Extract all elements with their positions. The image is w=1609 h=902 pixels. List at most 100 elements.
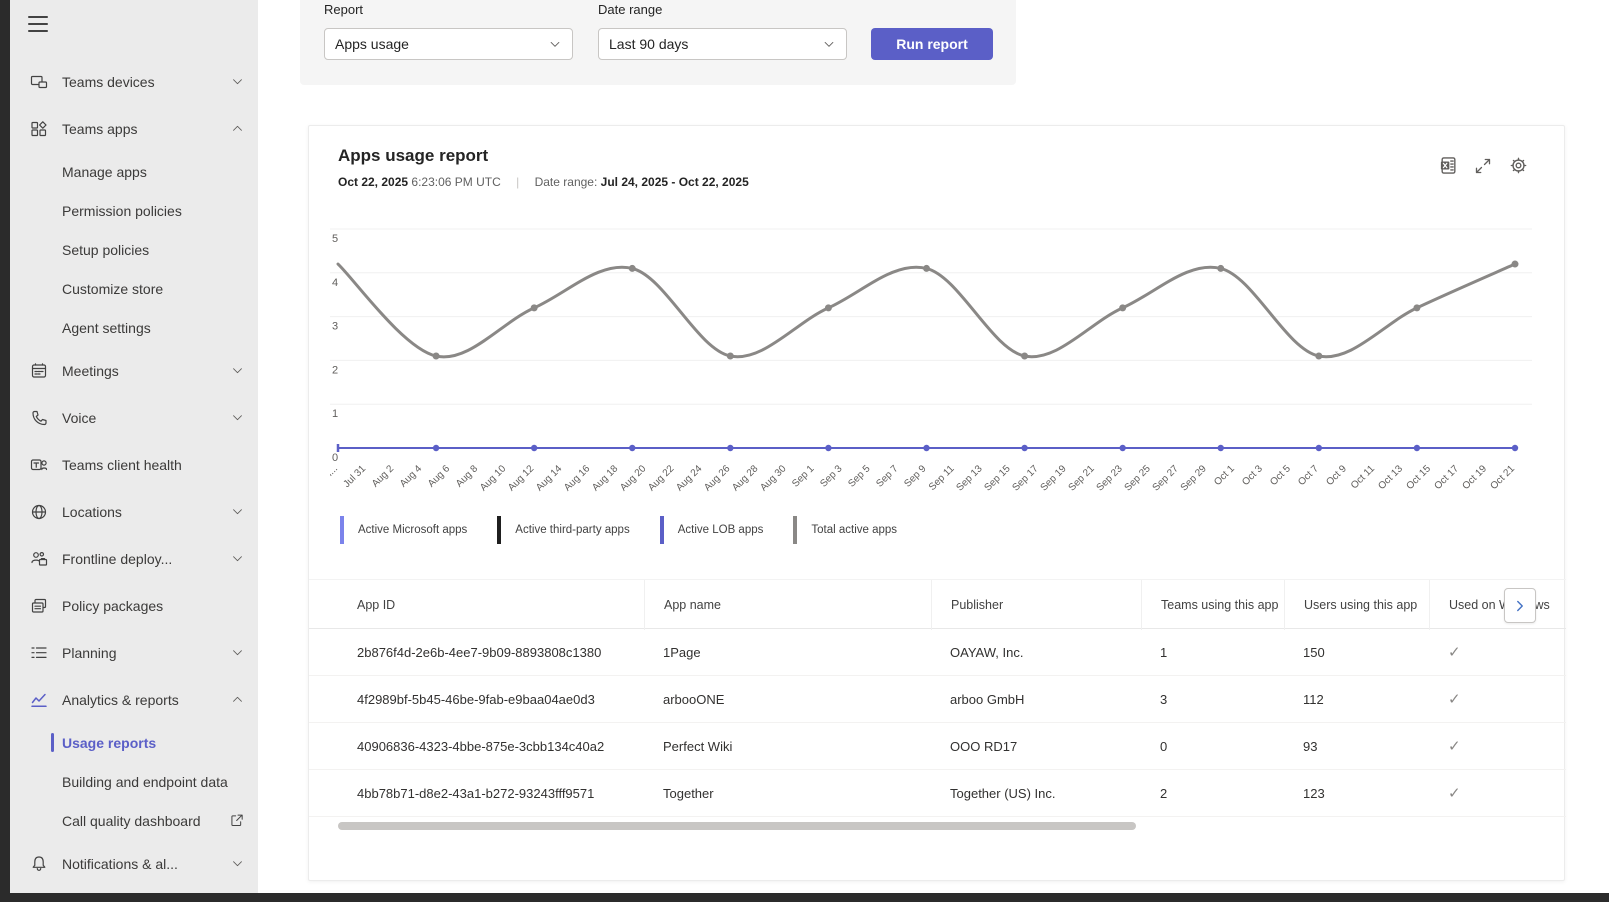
apps-usage-table: App ID App name Publisher Teams using th… [309,579,1566,817]
legend-item-active-lob-apps[interactable]: Active LOB apps [659,516,764,544]
sidebar-item-customize-store[interactable]: Customize store [10,269,258,308]
sidebar-nav-list: Teams devices Teams apps Manage apps Permis… [10,58,258,887]
chevron-down-icon [231,857,244,870]
legend-item-active-microsoft-apps[interactable]: Active Microsoft apps [340,516,467,544]
svg-text:Sep 3: Sep 3 [818,463,845,490]
legend-label: Active LOB apps [677,524,764,536]
cell-app-id: 4f2989bf-5b45-46be-9fab-e9baa04ae0d3 [357,691,595,707]
svg-text:5: 5 [332,233,338,245]
cell-teams-using: 3 [1160,691,1168,707]
svg-text:Oct 5: Oct 5 [1268,463,1293,488]
svg-text:Aug 12: Aug 12 [506,463,536,493]
report-filter-label: Report [324,2,364,17]
sidebar-item-locations[interactable]: Locations [10,488,258,535]
sidebar-item-label: Building and endpoint data [62,773,228,790]
col-header-publisher[interactable]: Publisher [931,580,1141,630]
cell-teams-using: 1 [1160,644,1168,660]
legend-color-bar [340,516,344,544]
cell-users-using: 150 [1303,644,1325,660]
col-header-used-on-windows[interactable]: Used on Windows [1429,580,1566,630]
svg-text:Aug 30: Aug 30 [758,463,788,493]
settings-button[interactable] [1508,156,1528,180]
report-subtitle: Oct 22, 2025 6:23:06 PM UTC | Date range… [338,175,749,189]
date-range-select[interactable]: Last 90 days [598,28,847,60]
sidebar-item-usage-reports[interactable]: Usage reports [10,723,258,762]
svg-text:Jul...: Jul... [330,463,340,486]
run-report-button[interactable]: Run report [871,28,993,60]
sidebar-item-label: Frontline deploy... [62,550,173,567]
report-select[interactable]: Apps usage [324,28,573,60]
svg-text:Aug 2: Aug 2 [370,463,397,490]
sidebar-item-manage-apps[interactable]: Manage apps [10,152,258,191]
svg-text:Aug 6: Aug 6 [426,463,453,490]
svg-text:Aug 8: Aug 8 [454,463,481,490]
legend-label: Total active apps [811,524,898,536]
sidebar-item-building-endpoint-data[interactable]: Building and endpoint data [10,762,258,801]
legend-item-total-active-apps[interactable]: Total active apps [793,516,897,544]
col-header-users-using[interactable]: Users using this app [1284,580,1429,630]
legend-color-bar [659,516,664,544]
phone-icon [30,409,54,427]
sidebar-item-analytics-reports[interactable]: Analytics & reports [10,676,258,723]
svg-text:Jul 31: Jul 31 [341,463,368,490]
sidebar-item-call-quality-dashboard[interactable]: Call quality dashboard [10,801,258,840]
sidebar-item-teams-devices[interactable]: Teams devices [10,58,258,105]
chevron-down-icon [231,75,244,88]
table-body: 2b876f4d-2e6b-4ee7-9b09-8893808c1380 1Pag… [309,629,1566,817]
excel-export-icon [1439,156,1458,180]
cell-teams-using: 2 [1160,785,1168,801]
sidebar-item-planning[interactable]: Planning [10,629,258,676]
expand-icon [1474,157,1492,180]
svg-text:Sep 13: Sep 13 [954,463,984,493]
menu-toggle-button[interactable] [28,14,48,32]
sidebar-item-label: Meetings [62,362,119,379]
cell-used-on-windows-checkmark: ✓ [1448,738,1461,755]
expand-button[interactable] [1473,158,1493,178]
svg-text:4: 4 [332,277,338,289]
sidebar-item-frontline-deploy[interactable]: Frontline deploy... [10,535,258,582]
date-range-value: Jul 24, 2025 - Oct 22, 2025 [600,175,749,189]
svg-text:Oct 9: Oct 9 [1324,463,1349,488]
subtitle-divider: | [516,175,520,189]
scroll-columns-right-button[interactable] [1504,588,1536,623]
chevron-down-icon [231,364,244,377]
svg-text:Sep 15: Sep 15 [982,463,1012,493]
svg-text:Aug 18: Aug 18 [590,463,620,493]
sidebar-item-policy-packages[interactable]: Policy packages [10,582,258,629]
cell-app-id: 4bb78b71-d8e2-43a1-b272-93243fff9571 [357,785,595,801]
report-filter-panel: Report Date range Apps usage Last 90 day… [300,0,1016,85]
legend-label: Active Microsoft apps [358,524,468,536]
sidebar-item-teams-apps[interactable]: Teams apps [10,105,258,152]
col-header-app-name[interactable]: App name [644,580,931,630]
sidebar-item-teams-client-health[interactable]: Teams client health [10,441,258,488]
sidebar-item-setup-policies[interactable]: Setup policies [10,230,258,269]
chevron-down-icon [231,646,244,659]
sidebar-item-label: Policy packages [62,597,164,614]
settings-icon [1509,156,1528,180]
table-header-row: App ID App name Publisher Teams using th… [309,579,1566,630]
sidebar-item-label: Locations [62,503,122,520]
sidebar-item-label: Permission policies [62,202,182,219]
report-generated-date: Oct 22, 2025 [338,175,409,189]
sidebar-item-notifications-alerts[interactable]: Notifications & al... [10,840,258,887]
col-header-teams-using[interactable]: Teams using this app [1141,580,1284,630]
bell-icon [30,855,54,873]
sidebar-item-permission-policies[interactable]: Permission policies [10,191,258,230]
chevron-down-icon [231,505,244,518]
legend-item-active-third-party-apps[interactable]: Active third-party apps [497,516,630,544]
sidebar-item-agent-settings[interactable]: Agent settings [10,308,258,347]
svg-text:1: 1 [332,408,338,420]
table-horizontal-scrollbar[interactable] [338,822,1136,830]
window-bottom-strip [0,893,1609,902]
svg-text:Aug 4: Aug 4 [398,463,425,490]
col-header-app-id[interactable]: App ID [357,598,396,612]
table-row: 2b876f4d-2e6b-4ee7-9b09-8893808c1380 1Pag… [309,629,1566,676]
svg-text:3: 3 [332,321,338,333]
sidebar-item-meetings[interactable]: Meetings [10,347,258,394]
date-range-prefix: Date range: [534,175,598,189]
excel-export-button[interactable] [1438,156,1458,180]
svg-text:Sep 7: Sep 7 [874,463,901,490]
sidebar-item-voice[interactable]: Voice [10,394,258,441]
table-row: 4bb78b71-d8e2-43a1-b272-93243fff9571 Toge… [309,770,1566,817]
